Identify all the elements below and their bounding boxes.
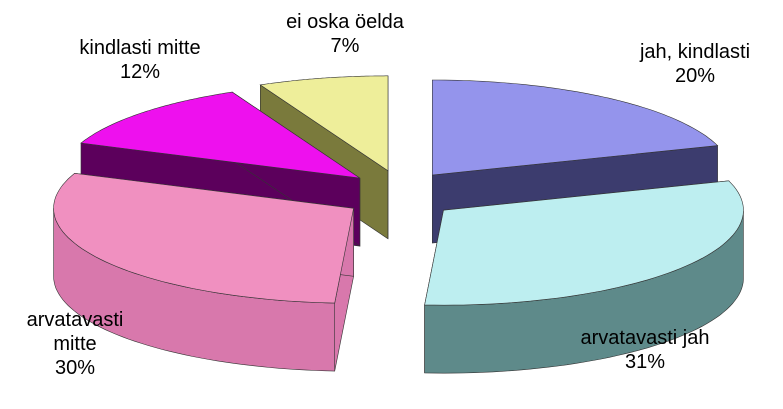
slice-label: jah, kindlasti 20% [615, 40, 775, 88]
pie-slice [53, 172, 354, 304]
pie-slice [80, 91, 361, 179]
value-label: 20% [674, 65, 716, 87]
category-label: ei oska öelda [286, 11, 404, 33]
category-label: kindlasti mitte [79, 37, 201, 59]
slice-label: arvatavasti mitte 30% [10, 308, 140, 380]
pie-slice [424, 180, 744, 306]
category-label: arvatavasti jah [580, 327, 710, 349]
value-label: 7% [330, 35, 360, 57]
value-label: 30% [54, 357, 96, 379]
slice-label: arvatavasti jah 31% [575, 326, 715, 374]
slice-label: ei oska öelda 7% [260, 10, 430, 58]
value-label: 12% [119, 61, 161, 83]
pie-slice [259, 75, 389, 172]
category-label: jah, kindlasti [639, 41, 751, 63]
pie-slice [431, 79, 719, 176]
value-label: 31% [624, 351, 666, 373]
slice-label: kindlasti mitte 12% [55, 36, 225, 84]
category-label: arvatavasti mitte [26, 309, 124, 355]
